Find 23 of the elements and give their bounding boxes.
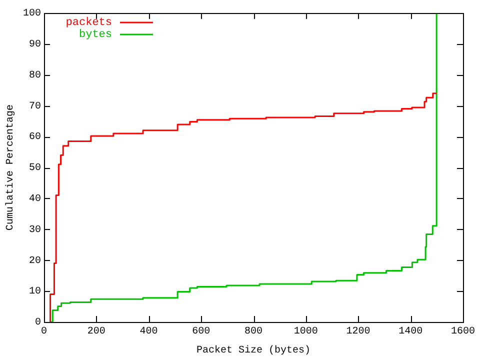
x-tick-label: 600 [192, 326, 210, 338]
y-tick-label: 40 [28, 194, 42, 206]
y-tick-label: 20 [28, 256, 42, 267]
x-tick-label: 1000 [294, 326, 318, 338]
y-tick-label: 30 [28, 224, 42, 236]
y-tick-label: 90 [28, 40, 42, 51]
y-tick-label: 50 [28, 163, 42, 174]
y-tick-label: 10 [28, 286, 42, 298]
x-tick-label: 800 [244, 326, 263, 338]
x-tick-label: 400 [140, 326, 158, 338]
y-tick-label: 70 [28, 101, 42, 112]
x-tick-label: 1200 [346, 326, 370, 338]
x-tick-label: 200 [87, 326, 106, 338]
x-axis-title: Packet Size (bytes) [196, 344, 311, 357]
y-tick-label: 100 [22, 8, 42, 20]
x-tick-label: 1400 [398, 326, 423, 338]
legend-label: packets [66, 16, 112, 29]
x-tick-label: 1600 [450, 326, 476, 338]
y-tick-label: 80 [28, 70, 42, 82]
legend-label: bytes [78, 28, 112, 41]
y-tick-label: 60 [28, 132, 42, 144]
y-tick-label: 0 [34, 318, 42, 329]
y-axis-title: Cumulative Percentage [4, 104, 17, 231]
